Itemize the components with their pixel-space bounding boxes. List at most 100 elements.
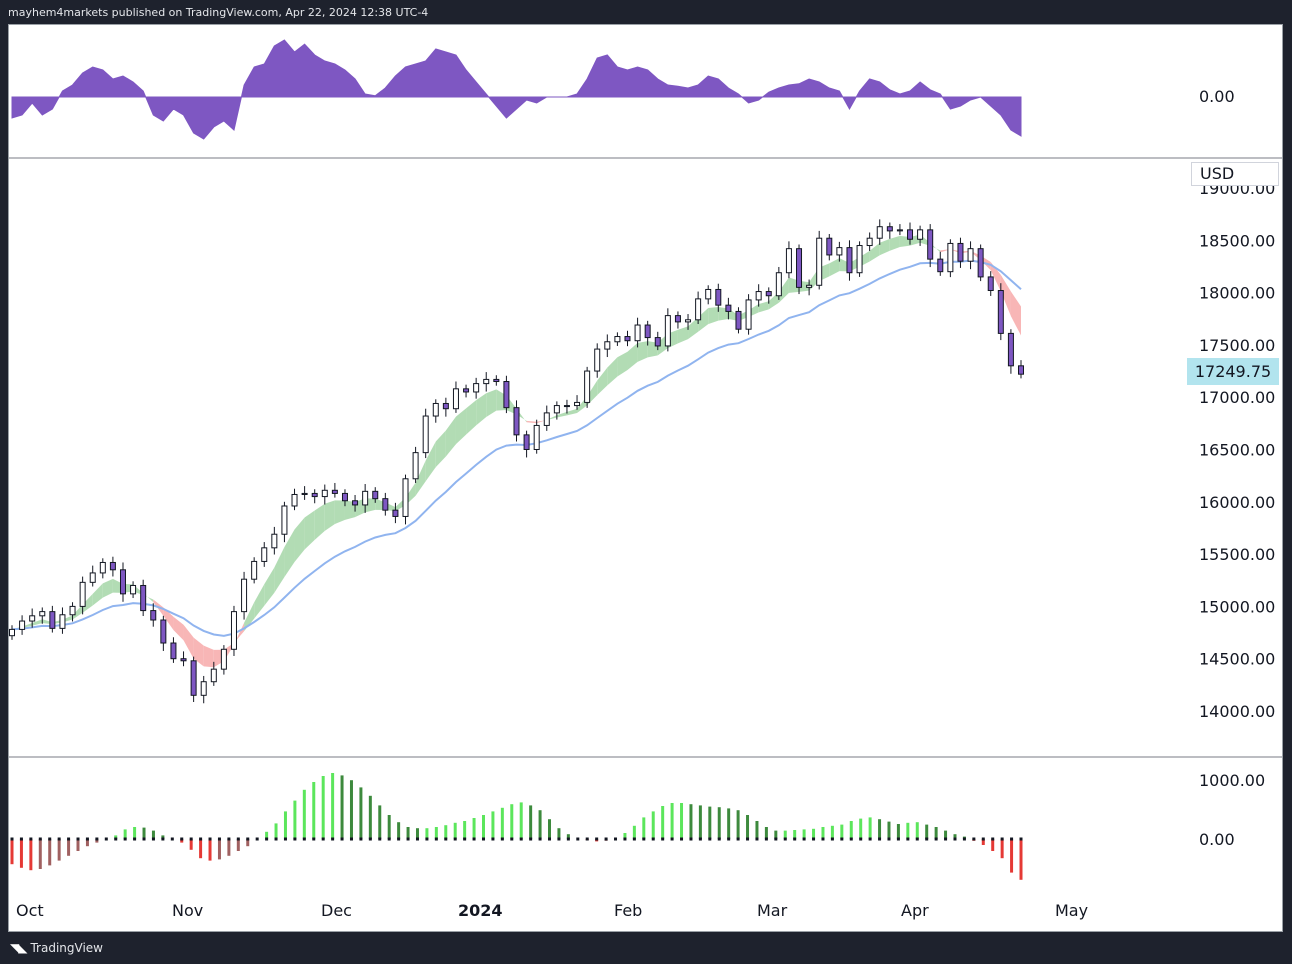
- chart-frame: [8, 24, 1283, 932]
- candle-body: [886, 226, 893, 232]
- time-tick-label: Mar: [757, 901, 788, 920]
- histogram-dot: [217, 837, 221, 841]
- cloud-segment: [334, 500, 345, 525]
- histogram-dot: [868, 837, 872, 841]
- histogram-dot: [1010, 837, 1014, 841]
- cloud-segment: [244, 602, 255, 632]
- candle-body: [372, 490, 379, 500]
- candle-body: [755, 291, 762, 301]
- histogram-dot: [812, 837, 816, 841]
- cloud-segment: [264, 567, 275, 606]
- price-axis: 19000.0018500.0018000.0017500.0017000.00…: [1199, 179, 1275, 721]
- candle-body: [422, 415, 429, 454]
- candle-body: [160, 619, 167, 644]
- histogram-dot: [670, 837, 674, 841]
- candle-body: [624, 336, 631, 342]
- candles: [9, 219, 1024, 704]
- moving-average: [11, 259, 1022, 637]
- cloud-segment: [758, 301, 769, 313]
- histogram-dot: [614, 837, 618, 841]
- histogram-dot: [95, 837, 99, 841]
- histogram-dot: [793, 837, 797, 841]
- histogram-dot: [114, 837, 118, 841]
- cloud-segment: [274, 547, 285, 593]
- histogram-dot: [274, 837, 278, 841]
- histogram-dot: [312, 837, 316, 841]
- histogram-dot: [331, 837, 335, 841]
- time-tick-label: Feb: [614, 901, 642, 920]
- brand-footer[interactable]: ◥◣ TradingView: [10, 941, 103, 955]
- candle-body: [796, 248, 803, 288]
- cloud-segment: [526, 420, 537, 424]
- cloud-segment: [193, 637, 204, 667]
- histogram-dot: [906, 837, 910, 841]
- time-tick-label: Nov: [172, 901, 203, 920]
- histogram-dot: [472, 837, 476, 841]
- ma-line: [11, 259, 1022, 637]
- cloud-segment: [708, 307, 719, 325]
- histogram-dot: [915, 837, 919, 841]
- hist-tick-label: 1000.00: [1199, 771, 1265, 790]
- candle-body: [563, 405, 570, 408]
- time-tick-label: 2024: [458, 901, 503, 920]
- cloud-segment: [102, 578, 113, 598]
- histogram-dot: [29, 837, 33, 841]
- cloud-segment: [688, 317, 699, 340]
- price-tick-label: 15500.00: [1199, 545, 1275, 564]
- candle-body: [775, 272, 782, 297]
- cloud-segment: [425, 441, 436, 482]
- histogram-dot: [293, 837, 297, 841]
- candle-body: [19, 620, 26, 630]
- oscillator-pane: 0.00: [11, 39, 1235, 140]
- histogram-dot: [85, 837, 89, 841]
- histogram-dot: [104, 837, 108, 841]
- cloud-segment: [607, 357, 618, 386]
- candle-body: [967, 248, 974, 262]
- cloud-segment: [254, 584, 265, 619]
- cloud-segment: [879, 238, 890, 256]
- candle-body: [109, 561, 116, 571]
- candle-body: [1007, 332, 1014, 367]
- hist-tick-label: 0.00: [1199, 830, 1235, 849]
- candle-body: [402, 478, 409, 517]
- candle-body: [463, 388, 470, 393]
- histogram-dot: [953, 837, 957, 841]
- candle-body: [190, 660, 197, 696]
- histogram-dot: [38, 837, 42, 841]
- histogram-dot: [783, 837, 787, 841]
- histogram-dot: [133, 837, 137, 841]
- histogram-dot: [397, 837, 401, 841]
- candle-body: [473, 383, 480, 393]
- histogram-dot: [736, 837, 740, 841]
- histogram-dot: [321, 837, 325, 841]
- candle-body: [745, 299, 752, 330]
- histogram-dot: [425, 837, 429, 841]
- candle-body: [230, 611, 237, 650]
- cloud-segment: [556, 411, 567, 418]
- candle-body: [200, 681, 207, 696]
- currency-label[interactable]: USD: [1191, 162, 1279, 186]
- candle-body: [392, 509, 399, 517]
- histogram-dot: [746, 837, 750, 841]
- histogram-dot: [632, 837, 636, 841]
- histogram-pane: 1000.00 0.00: [10, 771, 1265, 880]
- histogram-dot: [680, 837, 684, 841]
- cloud-segment: [829, 258, 840, 277]
- candle-body: [957, 242, 964, 262]
- histogram-dot: [246, 837, 250, 841]
- candle-body: [937, 258, 944, 273]
- candle-body: [442, 402, 449, 410]
- cloud-segment: [637, 341, 648, 362]
- histogram-dot: [755, 837, 759, 841]
- histogram-dot: [1019, 837, 1023, 841]
- histogram-dot: [48, 837, 52, 841]
- candle-body: [119, 569, 126, 595]
- histogram-dot: [623, 837, 627, 841]
- histogram-dot: [340, 837, 344, 841]
- candle-body: [493, 378, 500, 383]
- histogram-dot: [236, 837, 240, 841]
- cloud-segment: [889, 235, 900, 251]
- candle-body: [846, 247, 853, 274]
- time-tick-label: Dec: [321, 901, 352, 920]
